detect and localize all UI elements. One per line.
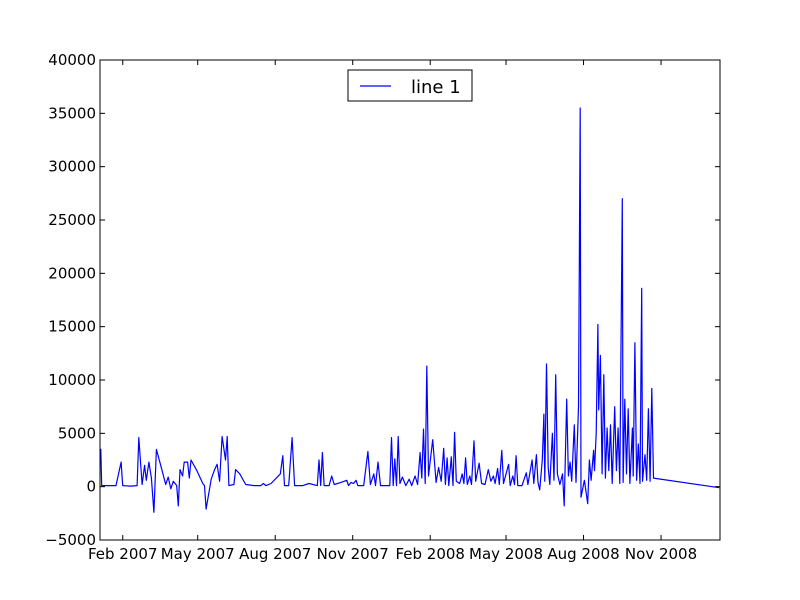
plot-frame [99,59,721,541]
series-line-1 [100,107,720,513]
x-tick-label: Feb 2008 [395,545,465,563]
y-tick-label: 30000 [48,158,96,176]
y-tick-label: −5000 [45,531,96,549]
x-tick-label: Aug 2008 [547,545,619,563]
x-tick-label: Feb 2007 [88,545,158,563]
y-tick-label: 15000 [48,318,96,336]
y-tick-label: 35000 [48,104,96,122]
legend: line 1 [347,69,473,102]
y-tick-label: 20000 [48,264,96,282]
y-tick-label: 40000 [48,51,96,69]
y-tick-label: 0 [86,478,96,496]
legend-entry-label: line 1 [411,77,461,98]
y-tick-label: 5000 [58,424,96,442]
x-tick-label: Nov 2008 [625,545,697,563]
x-tick-label: Nov 2007 [317,545,389,563]
x-tick-label: May 2007 [161,545,235,563]
y-tick-label: 10000 [48,371,96,389]
x-tick-label: Aug 2007 [239,545,311,563]
y-tick-label: 25000 [48,211,96,229]
x-tick-label: May 2008 [469,545,543,563]
